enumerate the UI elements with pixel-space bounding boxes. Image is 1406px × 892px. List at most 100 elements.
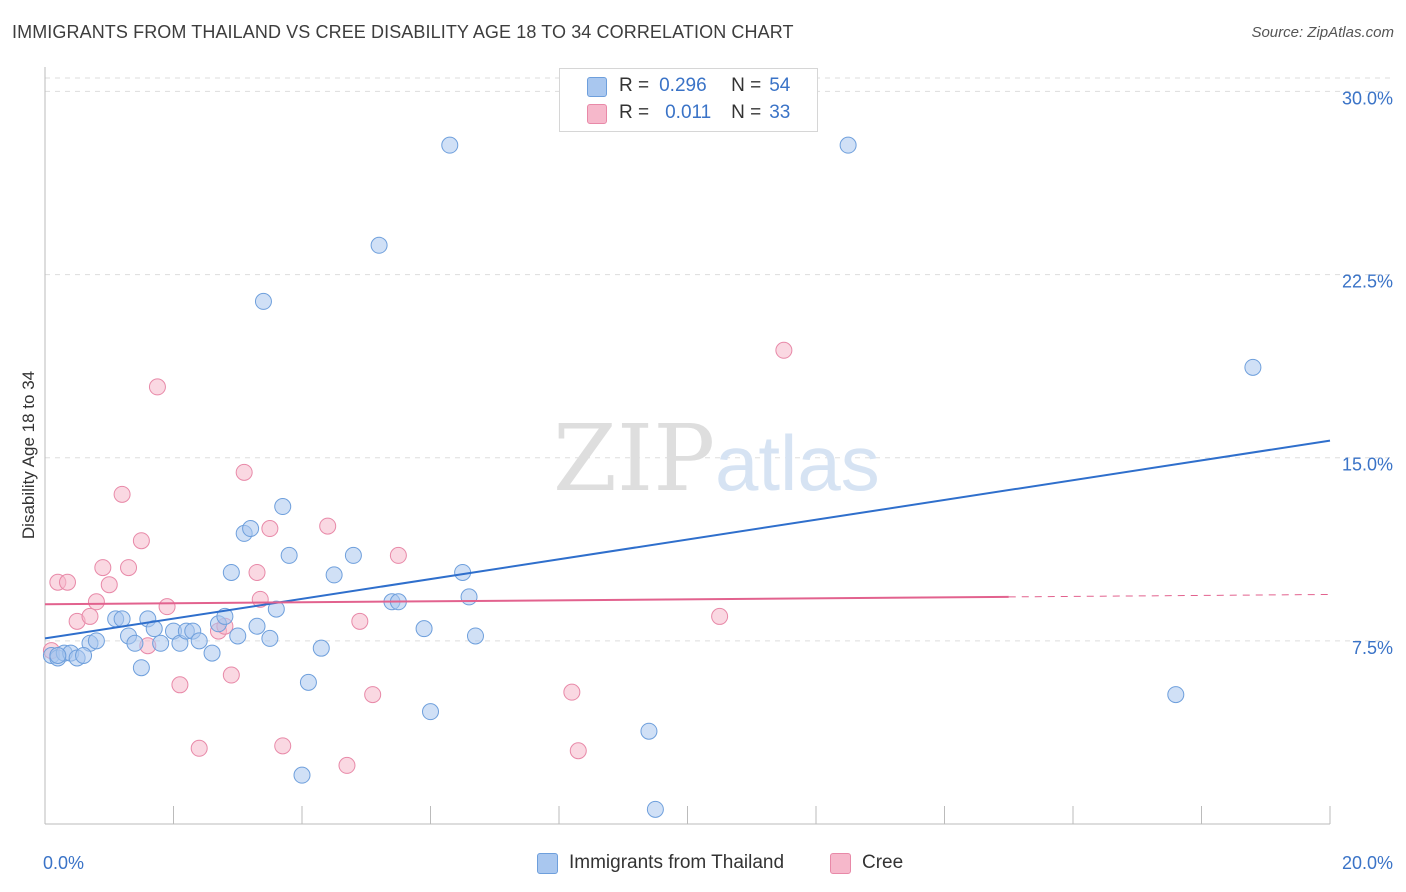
thailand-point bbox=[242, 520, 260, 538]
legend-n-value: 54 bbox=[769, 75, 791, 96]
cree-point bbox=[261, 520, 279, 538]
thailand-point bbox=[299, 673, 317, 691]
cree-point bbox=[120, 559, 138, 577]
thailand-point bbox=[466, 627, 484, 645]
thailand-point bbox=[415, 620, 433, 638]
cree-point bbox=[235, 463, 253, 481]
y-tick-label: 15.0% bbox=[1342, 455, 1393, 475]
thailand-point bbox=[248, 617, 266, 635]
y-tick-label: 30.0% bbox=[1342, 88, 1393, 108]
legend-n-value: 33 bbox=[769, 102, 791, 123]
thailand-point bbox=[422, 703, 439, 721]
thailand-point bbox=[312, 639, 330, 657]
bottom-legend-label-cree: Cree bbox=[862, 852, 904, 873]
thailand-point bbox=[839, 136, 857, 154]
thailand-point bbox=[190, 632, 208, 650]
thailand-point bbox=[280, 546, 298, 564]
thailand-point bbox=[126, 634, 144, 652]
watermark: ZIP atlas bbox=[553, 405, 880, 512]
cree-point bbox=[569, 742, 587, 760]
thailand-point bbox=[267, 600, 285, 618]
trend-lines bbox=[44, 439, 1331, 640]
thailand-point bbox=[646, 800, 664, 818]
cree-point bbox=[190, 739, 208, 757]
bottom-legend-thailand: Immigrants from Thailand bbox=[537, 852, 784, 874]
x-tick-label-min: 0.0% bbox=[43, 853, 84, 873]
legend-r-label: R = bbox=[619, 102, 650, 123]
thailand-point bbox=[203, 644, 221, 662]
legend-n-label: N = bbox=[731, 102, 762, 123]
legend-r-value: 0.296 bbox=[659, 75, 707, 96]
watermark-atlas: atlas bbox=[715, 419, 880, 507]
legend-swatch-cree bbox=[587, 104, 607, 124]
cree-point bbox=[171, 676, 189, 694]
cree-point bbox=[248, 563, 266, 581]
thailand-point bbox=[325, 566, 343, 584]
legend-row-cree: R = 0.011 N = 33 bbox=[587, 101, 791, 125]
bottom-legend-swatch-thailand bbox=[537, 852, 558, 874]
bottom-legend-swatch-cree bbox=[830, 852, 851, 874]
cree-point bbox=[94, 559, 112, 577]
thailand-point bbox=[49, 647, 67, 665]
thailand-point bbox=[87, 632, 105, 650]
thailand-point bbox=[370, 236, 388, 254]
legend-r-value: 0.011 bbox=[665, 102, 712, 123]
thailand-point bbox=[222, 563, 240, 581]
y-tick-label: 7.5% bbox=[1352, 638, 1393, 658]
thailand-point bbox=[441, 136, 459, 154]
thailand-point bbox=[640, 722, 658, 740]
cree-point bbox=[148, 378, 166, 396]
chart-title: IMMIGRANTS FROM THAILAND VS CREE DISABIL… bbox=[12, 22, 794, 42]
thailand-point bbox=[132, 659, 150, 677]
legend-swatch-thailand bbox=[587, 77, 607, 97]
cree-point bbox=[351, 612, 369, 630]
thailand-point bbox=[254, 292, 272, 310]
thailand-point bbox=[152, 634, 170, 652]
thailand-point bbox=[229, 627, 247, 645]
cree-point bbox=[58, 573, 76, 591]
cree-point bbox=[775, 341, 793, 359]
thailand-point bbox=[216, 607, 234, 625]
thailand-point bbox=[261, 629, 279, 647]
thailand-point bbox=[1244, 358, 1262, 376]
thailand-points bbox=[42, 136, 1262, 818]
y-axis-label: Disability Age 18 to 34 bbox=[19, 370, 38, 540]
thailand-point bbox=[113, 610, 131, 628]
thailand-point bbox=[1167, 686, 1185, 704]
legend-row-thailand: R = 0.296 N = 54 bbox=[587, 74, 791, 98]
legend-n-label: N = bbox=[731, 75, 762, 96]
cree-point bbox=[113, 485, 131, 503]
bottom-legend-cree: Cree bbox=[830, 852, 903, 874]
thailand-trend-line bbox=[44, 439, 1331, 640]
cree-point bbox=[87, 593, 105, 611]
thailand-point bbox=[75, 647, 93, 665]
cree-point bbox=[158, 598, 176, 616]
cree-point bbox=[389, 546, 407, 564]
cree-point bbox=[319, 517, 337, 535]
axes bbox=[44, 67, 1331, 825]
thailand-point bbox=[274, 498, 292, 516]
cree-point bbox=[274, 737, 292, 755]
thailand-point bbox=[344, 546, 362, 564]
cree-point bbox=[711, 607, 729, 625]
cree-point bbox=[338, 756, 356, 774]
correlation-legend: R = 0.296 N = 54 R = 0.011 N = 33 bbox=[559, 68, 818, 132]
thailand-point bbox=[293, 766, 311, 784]
source-label: Source: ZipAtlas.com bbox=[1251, 24, 1394, 41]
watermark-zip: ZIP bbox=[553, 405, 715, 512]
cree-point bbox=[563, 683, 581, 701]
cree-point bbox=[364, 686, 382, 704]
cree-point bbox=[100, 576, 118, 594]
thailand-point bbox=[460, 588, 478, 606]
cree-trend-extension bbox=[1008, 593, 1331, 598]
x-tick-label-max: 20.0% bbox=[1342, 853, 1393, 873]
cree-point bbox=[222, 666, 240, 684]
legend-r-label: R = bbox=[619, 75, 650, 96]
cree-trend-line bbox=[44, 595, 1009, 606]
tick-labels: 7.5% 15.0% 22.5% 30.0% 0.0% 20.0% bbox=[43, 88, 1393, 873]
bottom-legend-label-thailand: Immigrants from Thailand bbox=[569, 852, 785, 873]
y-tick-label: 22.5% bbox=[1342, 272, 1393, 292]
cree-point bbox=[132, 532, 150, 550]
cree-point bbox=[81, 607, 99, 625]
